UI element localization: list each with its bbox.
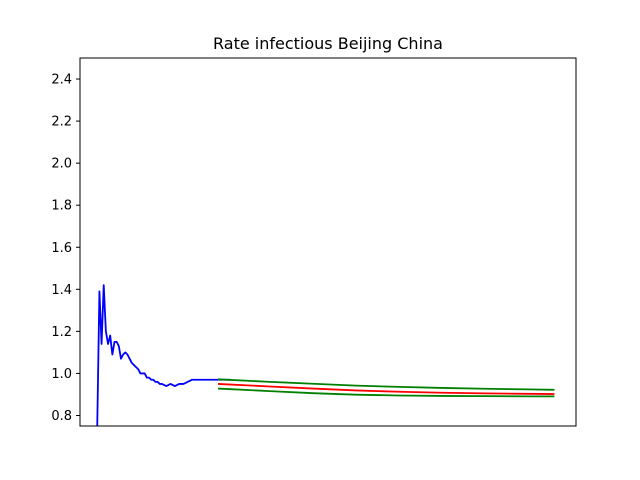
- series-line-3: [217, 387, 555, 398]
- chart-title: Rate infectious Beijing China: [213, 34, 443, 53]
- y-tick-label: 0.8: [51, 409, 72, 424]
- y-tick-label: 1.0: [51, 367, 72, 382]
- series-layer: [96, 284, 555, 426]
- y-tick-label: 2.0: [51, 157, 72, 172]
- series-line-2: [217, 378, 555, 391]
- y-tick-label: 1.8: [51, 199, 72, 214]
- series-line-1: [217, 383, 555, 395]
- y-tick-label: 2.2: [51, 115, 72, 130]
- plot-frame: [79, 57, 577, 427]
- y-axis: 0.8 1.0 1.2 1.4 1.6 1.8 2.0 2.2 2.4: [51, 73, 80, 424]
- y-tick-label: 1.2: [51, 325, 72, 340]
- y-tick-label: 1.4: [51, 283, 72, 298]
- y-tick-label: 2.4: [51, 73, 72, 88]
- series-line-0: [96, 284, 231, 426]
- y-tick-label: 1.6: [51, 241, 72, 256]
